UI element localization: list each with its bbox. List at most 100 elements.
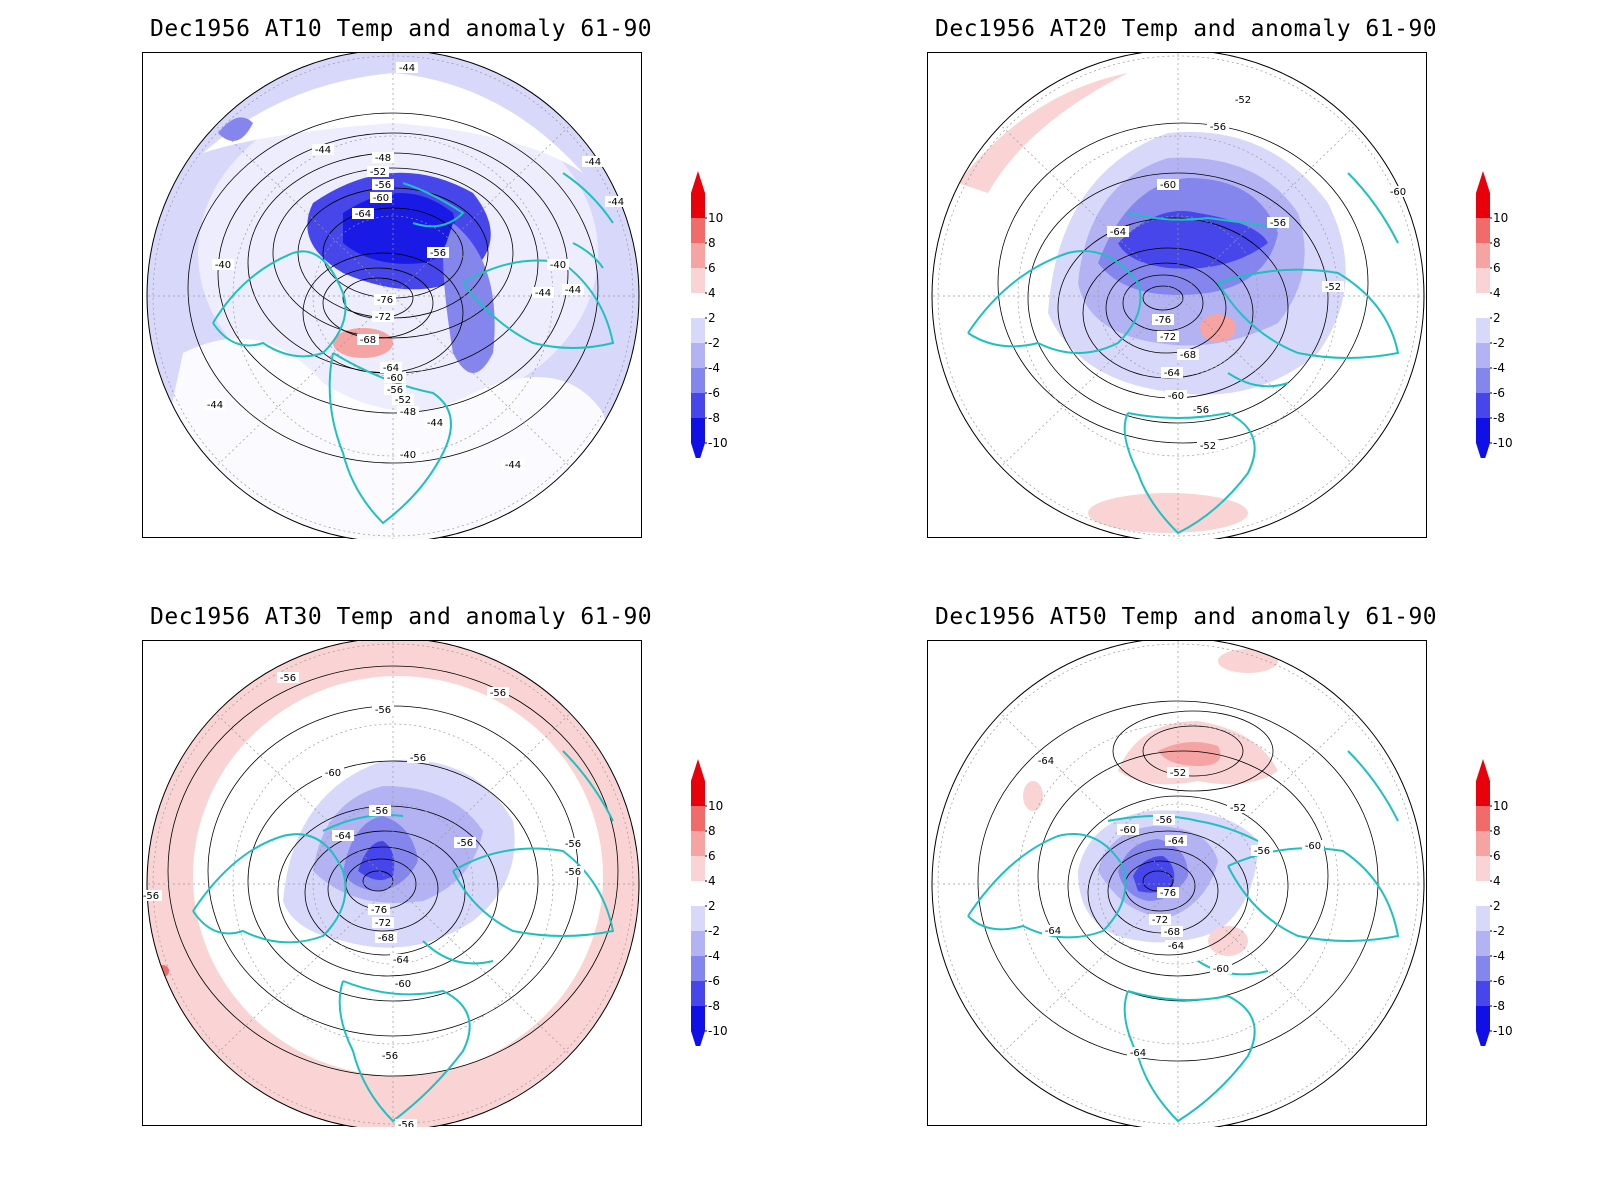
colorbar-swatch bbox=[1476, 931, 1490, 956]
colorbar-tick-label: 8 bbox=[708, 824, 716, 838]
contour-label: -68 bbox=[1180, 350, 1196, 361]
colorbar-swatch bbox=[691, 393, 705, 418]
colorbar-over-arrow bbox=[691, 171, 705, 193]
contour-label: -40 bbox=[400, 450, 416, 461]
colorbar-over-arrow bbox=[1476, 171, 1490, 193]
contour-label: -56 bbox=[490, 688, 506, 699]
contour-label-bg bbox=[374, 294, 396, 305]
contour-label-bg bbox=[384, 372, 406, 383]
colorbar-swatch bbox=[1476, 906, 1490, 931]
contour-label: -64 bbox=[1045, 926, 1061, 937]
contour-label-bg bbox=[372, 179, 394, 190]
contour-label: -68 bbox=[378, 933, 394, 944]
colorbar-swatch bbox=[1476, 881, 1490, 906]
colorbar-swatch bbox=[691, 806, 705, 831]
contour-label: -52 bbox=[1325, 282, 1341, 293]
contour-label-bg bbox=[322, 767, 344, 778]
colorbar-swatch bbox=[691, 318, 705, 343]
colorbar: 10 8 6 4 2 -2 -4 -6 -8 -10 bbox=[691, 759, 728, 1046]
colorbar-tick-label: 4 bbox=[1493, 286, 1501, 300]
colorbar-swatch bbox=[691, 368, 705, 393]
colorbar-under-arrow bbox=[691, 443, 705, 458]
contour-label: -52 bbox=[1230, 803, 1246, 814]
contour-label: -64 bbox=[1130, 1048, 1146, 1059]
colorbar-tick-label: -6 bbox=[1493, 386, 1505, 400]
colorbar-swatch bbox=[1476, 956, 1490, 981]
contour-label: -56 bbox=[280, 673, 296, 684]
contour-label: -56 bbox=[143, 891, 159, 902]
contour-label-bg bbox=[1387, 186, 1409, 197]
contour-label-bg bbox=[532, 287, 554, 298]
colorbar-under-arrow bbox=[1476, 1031, 1490, 1046]
colorbar-tick-label: -4 bbox=[708, 361, 720, 375]
colorbar-swatch bbox=[1476, 856, 1490, 881]
contour-label: -60 bbox=[1160, 180, 1176, 191]
colorbar-tick-label: -4 bbox=[1493, 949, 1505, 963]
contour-label-bg bbox=[395, 1119, 417, 1127]
colorbar-swatch bbox=[1476, 218, 1490, 243]
contour-label: -48 bbox=[375, 153, 391, 164]
contour-label-bg bbox=[427, 247, 449, 258]
contour-label-bg bbox=[397, 406, 419, 417]
contour-label-bg bbox=[204, 399, 226, 410]
panel-at20: Dec1956 AT20 Temp and anomaly 61-90 bbox=[785, 0, 1585, 600]
contour-label: -64 bbox=[335, 831, 351, 842]
contour-label: -64 bbox=[393, 955, 409, 966]
coastlines bbox=[967, 172, 1400, 535]
colorbar-swatch bbox=[1476, 418, 1490, 443]
map-svg bbox=[146, 641, 640, 1127]
colorbar-swatch bbox=[691, 981, 705, 1006]
colorbar-swatch bbox=[1476, 343, 1490, 368]
contour-label: -72 bbox=[1152, 915, 1168, 926]
panel-at30: Dec1956 AT30 Temp and anomaly 61-90 bbox=[0, 588, 800, 1188]
contour-label-bg bbox=[379, 1050, 401, 1061]
polar-map: -56 -56 -56 -56 -60 -56 -64 -56 -56 -56 -76 -72 -68 -… bbox=[142, 640, 642, 1127]
contour-label: -76 bbox=[1160, 888, 1176, 899]
contour-label-bg bbox=[1117, 824, 1139, 835]
colorbar-swatch bbox=[1476, 1006, 1490, 1031]
contour-label-bg bbox=[380, 362, 402, 373]
colorbar-swatch bbox=[691, 418, 705, 443]
panel-at10: Dec1956 AT10 Temp and anomaly 61-90 bbox=[0, 0, 800, 600]
contour-label: -44 bbox=[608, 197, 624, 208]
contour-label: -40 bbox=[550, 260, 566, 271]
contour-label: -56 bbox=[387, 385, 403, 396]
colorbar-swatch bbox=[691, 343, 705, 368]
colorbar-tick-label: 2 bbox=[1493, 899, 1501, 913]
colorbar: 10 8 6 4 2 -2 -4 -6 -8 -10 bbox=[1476, 171, 1513, 458]
contour-label: -56 bbox=[1270, 218, 1286, 229]
contour-label-bg bbox=[1153, 814, 1175, 825]
contour-label-bg bbox=[1042, 925, 1064, 936]
panel-title: Dec1956 AT30 Temp and anomaly 61-90 bbox=[150, 604, 653, 630]
contour-label-bg bbox=[384, 384, 406, 395]
contour-label: -56 bbox=[382, 1051, 398, 1062]
contour-label: -60 bbox=[1168, 391, 1184, 402]
contour-label: -60 bbox=[1305, 841, 1321, 852]
contour-label-bg bbox=[1227, 802, 1249, 813]
contour-label-bg bbox=[372, 704, 394, 715]
contour-label-bg bbox=[372, 311, 394, 322]
contour-label-bg bbox=[562, 284, 584, 295]
contour-label: -56 bbox=[375, 705, 391, 716]
contour-label: -56 bbox=[565, 839, 581, 850]
colorbar-tick-label: -2 bbox=[1493, 924, 1505, 938]
colorbar-tick-label: 2 bbox=[1493, 311, 1501, 325]
contour-label: -76 bbox=[1155, 315, 1171, 326]
contour-label-bg bbox=[1210, 963, 1232, 974]
contour-label: -72 bbox=[1160, 332, 1176, 343]
colorbar: 10 8 6 4 2 -2 -4 -6 -8 -10 bbox=[691, 171, 728, 458]
colorbar-over-arrow bbox=[691, 759, 705, 781]
contour-label: -76 bbox=[371, 905, 387, 916]
contour-label-bg bbox=[1197, 440, 1219, 451]
contour-label-bg bbox=[1322, 281, 1344, 292]
contour-label-bg bbox=[1232, 94, 1254, 105]
colorbar-tick-label: -10 bbox=[1493, 1024, 1513, 1038]
contour-label: -52 bbox=[1170, 768, 1186, 779]
contour-label-bg bbox=[562, 866, 584, 877]
colorbar-swatch bbox=[691, 293, 705, 318]
contour-label-bg bbox=[454, 837, 476, 848]
contour-label-bg bbox=[375, 932, 397, 943]
colorbar-swatch bbox=[691, 193, 705, 218]
contour-label: -44 bbox=[535, 288, 551, 299]
contour-labels: -56 -56 -56 -56 -60 -56 -64 -56 -56 -56 -76 -72 -68 -… bbox=[143, 672, 584, 1127]
